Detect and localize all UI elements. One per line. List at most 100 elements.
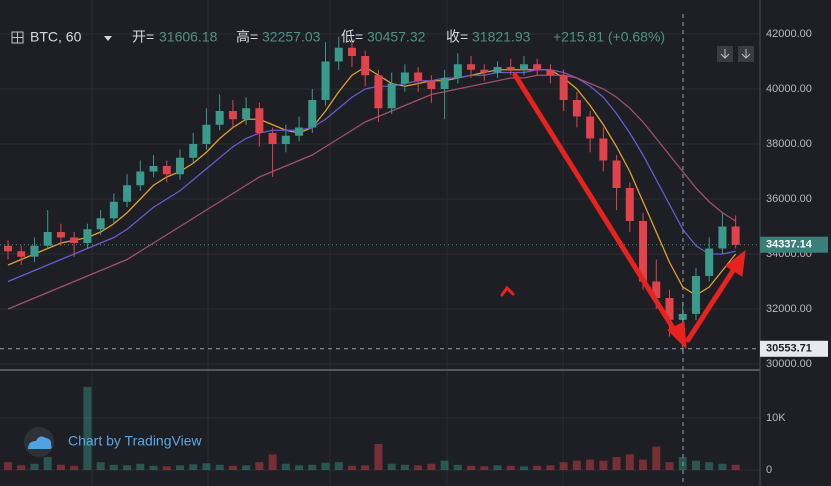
volume-tick-label: 10K bbox=[766, 412, 786, 424]
volume-bar bbox=[665, 462, 674, 470]
volume-bar bbox=[17, 465, 26, 470]
volume-bar bbox=[453, 464, 462, 470]
volume-bar bbox=[467, 465, 476, 470]
candle-body bbox=[17, 251, 26, 257]
candle-body bbox=[639, 221, 648, 282]
candle-body bbox=[374, 75, 383, 109]
arrow-up-line bbox=[685, 263, 739, 343]
annotation-arrows bbox=[500, 72, 746, 350]
volume-bar bbox=[4, 462, 12, 470]
symbol-dropdown[interactable] bbox=[104, 36, 112, 41]
candle-body bbox=[228, 110, 237, 120]
last-price-label: 34337.14 bbox=[766, 239, 813, 251]
volume-bar bbox=[586, 459, 595, 470]
y-tick-label: 42000.00 bbox=[766, 28, 812, 40]
candle-body bbox=[215, 110, 224, 125]
last-price-box bbox=[760, 236, 828, 253]
volume-bar bbox=[572, 460, 581, 470]
volume-bar bbox=[123, 465, 132, 470]
button-icon bbox=[720, 49, 730, 59]
volume-bar bbox=[30, 463, 39, 470]
candle-body bbox=[612, 160, 621, 189]
volume-bar bbox=[533, 465, 542, 470]
candle-body bbox=[440, 77, 449, 89]
watermark[interactable]: Chart by TradingView bbox=[68, 433, 202, 449]
candle-body bbox=[308, 99, 317, 128]
candle-body bbox=[599, 138, 608, 161]
volume-bar bbox=[506, 465, 515, 470]
candle-body bbox=[731, 226, 740, 245]
header: BTC, 60 开= 31606.18 高= 32257.03 低= 30457… bbox=[11, 29, 665, 45]
candle-body bbox=[691, 276, 700, 314]
volume-bar bbox=[295, 465, 304, 470]
candle-body bbox=[123, 185, 132, 202]
volume-bar bbox=[281, 463, 290, 470]
volume-tick-label: 0 bbox=[766, 464, 772, 476]
high-label: 高= bbox=[236, 29, 258, 45]
arrow-down-head bbox=[667, 321, 687, 350]
volume-bar bbox=[321, 462, 330, 470]
volume-bar bbox=[175, 465, 184, 470]
candle-body bbox=[175, 157, 184, 175]
volume-bar bbox=[215, 464, 224, 470]
volume-bar bbox=[731, 464, 740, 470]
candle-body bbox=[665, 298, 674, 320]
low-label: 低= bbox=[341, 29, 363, 45]
candle-body bbox=[718, 226, 727, 249]
candle-body bbox=[56, 232, 65, 238]
moving-average bbox=[7, 74, 736, 310]
candle-body bbox=[480, 69, 489, 73]
volume-bar bbox=[387, 463, 396, 470]
candle-body bbox=[572, 99, 581, 117]
volume-bar bbox=[96, 462, 105, 470]
arrow-down-line bbox=[512, 72, 681, 339]
candle-body bbox=[268, 132, 277, 144]
volume-bar bbox=[70, 465, 79, 470]
candle-body bbox=[295, 127, 304, 136]
volume-bar bbox=[109, 464, 118, 470]
candle-body bbox=[83, 229, 92, 244]
candle-body bbox=[162, 166, 171, 175]
volume-bar bbox=[546, 465, 555, 470]
candle-body bbox=[400, 72, 409, 84]
candle-body bbox=[70, 237, 79, 244]
candle-body bbox=[467, 64, 476, 70]
volume-bar bbox=[625, 454, 634, 470]
crosshair-price-label: 30553.71 bbox=[766, 343, 812, 355]
candle-body bbox=[559, 75, 568, 100]
candle-body bbox=[347, 47, 356, 56]
moving-average bbox=[7, 69, 736, 283]
candle-body bbox=[586, 116, 595, 139]
candle-body bbox=[43, 232, 52, 246]
candle-body bbox=[96, 218, 105, 230]
volume-bar bbox=[427, 463, 436, 470]
candle-body bbox=[546, 69, 555, 76]
open-label: 开= bbox=[132, 29, 154, 45]
volume-bar bbox=[83, 386, 92, 470]
candle-body bbox=[705, 248, 714, 277]
moving-average bbox=[7, 66, 737, 297]
volume-bar bbox=[136, 463, 145, 470]
candle-body bbox=[4, 245, 12, 252]
volume-bar bbox=[480, 466, 489, 470]
candle-body bbox=[453, 64, 462, 78]
high-value: 32257.03 bbox=[262, 29, 321, 45]
volume-bar bbox=[440, 460, 449, 470]
symbol[interactable]: BTC, 60 bbox=[30, 29, 82, 45]
volume-bar bbox=[400, 464, 409, 470]
candle-body bbox=[334, 47, 343, 62]
volume-bar bbox=[162, 466, 171, 470]
volume-bar bbox=[652, 446, 661, 470]
volume-bar bbox=[189, 464, 198, 470]
volume-bar bbox=[639, 459, 648, 470]
candle-body bbox=[109, 201, 118, 219]
candle-body bbox=[255, 108, 264, 133]
volume-bar bbox=[718, 463, 727, 470]
candle-body bbox=[427, 80, 436, 89]
candle-body bbox=[493, 66, 502, 73]
candle-body bbox=[678, 313, 687, 320]
close-label: 收= bbox=[446, 29, 468, 45]
volume-bar bbox=[599, 460, 608, 470]
volume-bar bbox=[612, 456, 621, 470]
